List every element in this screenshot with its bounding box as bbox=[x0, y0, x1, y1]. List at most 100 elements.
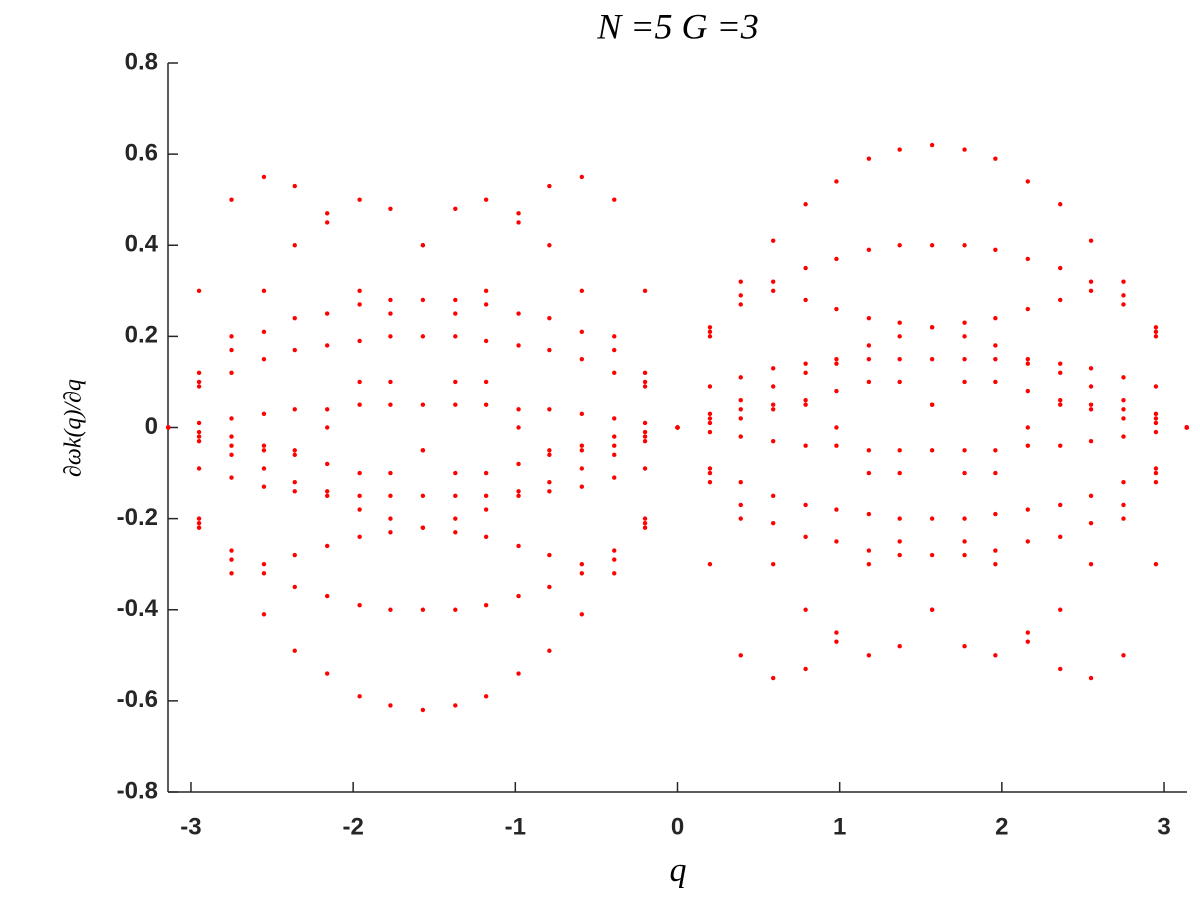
point bbox=[834, 443, 839, 448]
point bbox=[292, 347, 297, 353]
point bbox=[642, 466, 648, 471]
point bbox=[770, 675, 776, 681]
point bbox=[229, 347, 234, 353]
point bbox=[516, 220, 521, 225]
point bbox=[738, 293, 743, 298]
point bbox=[1058, 202, 1063, 207]
point bbox=[292, 315, 297, 321]
point bbox=[866, 470, 872, 476]
point bbox=[453, 470, 458, 476]
point bbox=[229, 548, 234, 553]
point bbox=[1025, 356, 1031, 362]
point bbox=[324, 671, 330, 676]
point bbox=[324, 543, 330, 549]
point bbox=[612, 347, 617, 353]
point bbox=[803, 265, 808, 271]
point bbox=[707, 470, 713, 476]
point bbox=[707, 334, 713, 339]
point bbox=[1058, 402, 1063, 407]
point bbox=[1088, 407, 1094, 412]
point bbox=[579, 288, 585, 294]
point bbox=[229, 416, 234, 421]
chart-title: N =5 G =3 bbox=[596, 6, 759, 46]
point bbox=[738, 653, 743, 658]
point bbox=[547, 183, 552, 189]
point bbox=[866, 548, 872, 553]
point bbox=[547, 552, 552, 558]
point bbox=[707, 416, 713, 421]
point bbox=[1088, 675, 1094, 681]
point bbox=[962, 379, 967, 385]
point bbox=[738, 397, 743, 403]
point bbox=[1025, 179, 1031, 184]
point bbox=[897, 356, 902, 362]
point bbox=[357, 288, 362, 294]
point bbox=[707, 561, 713, 567]
point bbox=[929, 356, 935, 362]
point bbox=[324, 311, 330, 316]
point bbox=[1025, 425, 1031, 430]
point bbox=[866, 156, 872, 161]
point bbox=[547, 407, 552, 412]
point bbox=[453, 334, 458, 339]
point bbox=[516, 407, 521, 412]
point bbox=[453, 530, 458, 535]
point bbox=[1025, 443, 1031, 448]
point bbox=[1025, 306, 1031, 312]
point bbox=[707, 429, 713, 435]
point bbox=[579, 174, 585, 180]
point bbox=[292, 479, 297, 485]
point bbox=[324, 461, 330, 467]
point bbox=[261, 411, 267, 417]
point bbox=[803, 534, 808, 540]
point bbox=[897, 379, 902, 385]
point bbox=[579, 356, 585, 362]
point bbox=[229, 571, 234, 576]
point bbox=[962, 334, 967, 339]
point bbox=[292, 584, 297, 590]
point bbox=[866, 561, 872, 567]
point bbox=[357, 493, 362, 499]
point bbox=[642, 370, 648, 376]
point bbox=[834, 306, 839, 312]
point bbox=[453, 703, 458, 708]
point bbox=[292, 552, 297, 558]
point bbox=[324, 407, 330, 412]
point bbox=[420, 707, 426, 713]
point bbox=[229, 557, 234, 562]
point bbox=[292, 407, 297, 412]
point bbox=[897, 448, 902, 453]
point bbox=[357, 402, 362, 407]
point bbox=[388, 206, 393, 211]
point bbox=[1088, 561, 1094, 567]
point bbox=[612, 475, 617, 480]
point bbox=[1025, 539, 1031, 544]
point bbox=[388, 470, 393, 476]
point bbox=[866, 379, 872, 385]
point bbox=[357, 534, 362, 540]
point bbox=[834, 388, 839, 394]
point bbox=[388, 311, 393, 316]
point bbox=[1153, 420, 1159, 426]
point bbox=[324, 220, 330, 225]
y-tick-label: -0.2 bbox=[117, 504, 158, 531]
point bbox=[292, 243, 297, 248]
point bbox=[707, 479, 713, 485]
point bbox=[993, 247, 998, 253]
point bbox=[324, 425, 330, 430]
point bbox=[1088, 520, 1094, 526]
point bbox=[357, 507, 362, 512]
point bbox=[962, 644, 967, 649]
point bbox=[453, 402, 458, 407]
point bbox=[324, 489, 330, 494]
point bbox=[547, 479, 552, 485]
point bbox=[612, 334, 617, 339]
point bbox=[483, 402, 489, 407]
point bbox=[738, 434, 743, 439]
point bbox=[962, 147, 967, 152]
point bbox=[1153, 325, 1159, 330]
point bbox=[547, 584, 552, 590]
point bbox=[261, 571, 267, 576]
point bbox=[770, 402, 776, 407]
point bbox=[547, 315, 552, 321]
